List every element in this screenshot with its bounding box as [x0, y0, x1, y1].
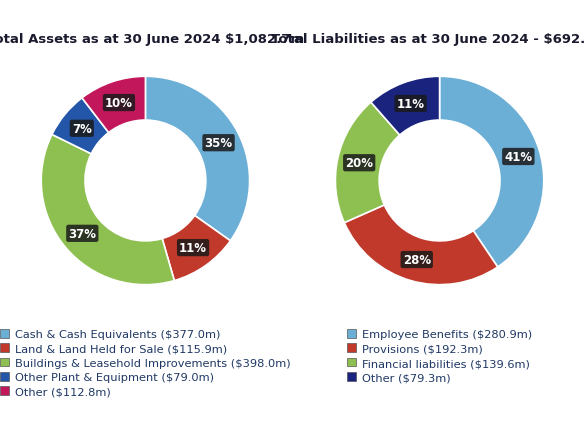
- Wedge shape: [345, 205, 498, 285]
- Wedge shape: [82, 77, 146, 133]
- Text: 41%: 41%: [504, 151, 532, 164]
- Text: 28%: 28%: [402, 253, 431, 266]
- Legend: Employee Benefits ($280.9m), Provisions ($192.3m), Financial liabilities ($139.6: Employee Benefits ($280.9m), Provisions …: [345, 327, 534, 385]
- Title: Total Liabilities as at 30 June 2024 - $692.1m: Total Liabilities as at 30 June 2024 - $…: [271, 33, 585, 46]
- Circle shape: [379, 121, 500, 242]
- Wedge shape: [439, 77, 544, 268]
- Text: 37%: 37%: [68, 227, 97, 240]
- Legend: Cash & Cash Equivalents ($377.0m), Land & Land Held for Sale ($115.9m), Building: Cash & Cash Equivalents ($377.0m), Land …: [0, 327, 293, 399]
- Wedge shape: [52, 98, 109, 154]
- Wedge shape: [41, 135, 174, 285]
- Wedge shape: [162, 216, 230, 281]
- Text: 20%: 20%: [345, 157, 373, 170]
- Wedge shape: [371, 77, 439, 136]
- Text: 10%: 10%: [105, 97, 133, 110]
- Title: Total Assets as at 30 June 2024 $1,082.7m: Total Assets as at 30 June 2024 $1,082.7…: [0, 33, 304, 46]
- Circle shape: [85, 121, 206, 242]
- Text: 7%: 7%: [72, 123, 92, 135]
- Wedge shape: [146, 77, 250, 241]
- Wedge shape: [335, 103, 400, 223]
- Text: 11%: 11%: [397, 98, 425, 111]
- Text: 35%: 35%: [205, 137, 233, 150]
- Text: 11%: 11%: [179, 242, 207, 254]
